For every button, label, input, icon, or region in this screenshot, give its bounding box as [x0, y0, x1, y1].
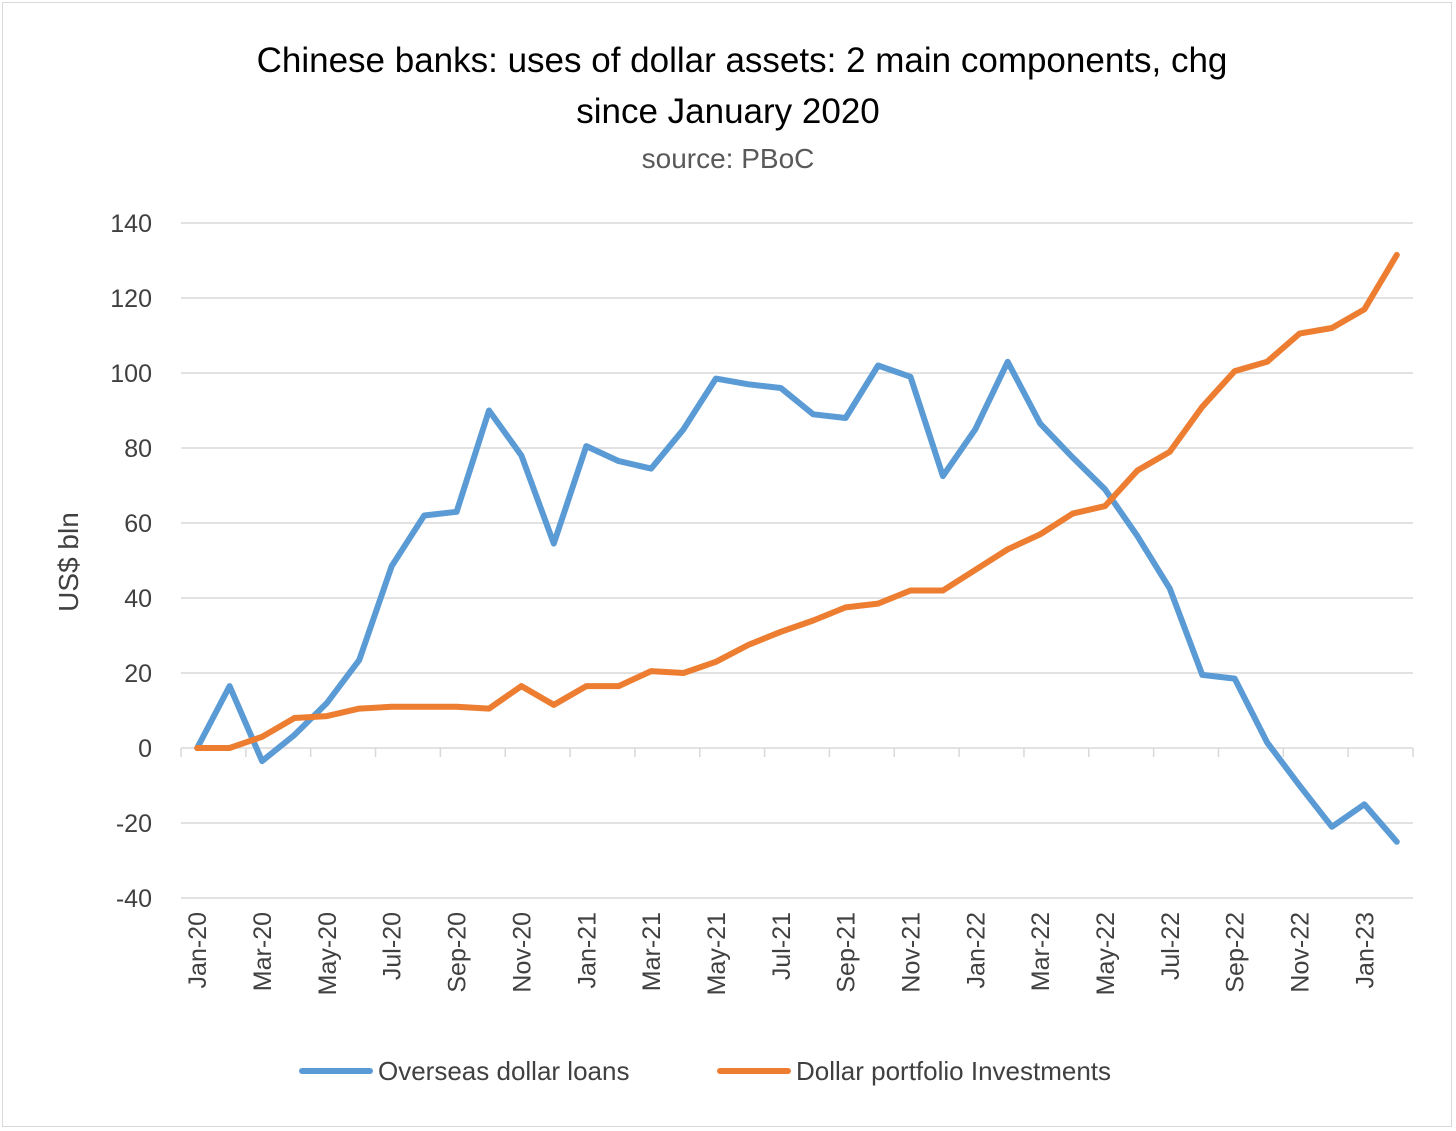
x-axis [180, 747, 1414, 757]
x-tick-label: Sep-21 [833, 912, 861, 993]
legend: Overseas dollar loans Dollar portfolio I… [299, 1056, 1111, 1086]
y-tick-label: 20 [124, 660, 152, 688]
y-tick-label: 80 [124, 435, 152, 463]
y-tick-label: 140 [110, 210, 152, 238]
chart-subtitle: source: PBoC [642, 143, 815, 174]
x-axis-ticks: Jan-20 Mar-20 May-20 Jul-20 Sep-20 Nov-20 Jan-… [184, 912, 1379, 995]
x-tick-label: May-22 [1092, 912, 1120, 995]
y-tick-label: -40 [116, 885, 152, 913]
x-tick-label: Sep-20 [444, 912, 472, 993]
legend-label-portfolio-investments: Dollar portfolio Investments [796, 1056, 1111, 1086]
y-tick-label: 0 [138, 735, 152, 763]
x-tick-label: Mar-22 [1027, 912, 1055, 991]
x-tick-label: May-21 [703, 912, 731, 995]
x-tick-label: Mar-21 [638, 912, 666, 991]
y-tick-label: -20 [116, 810, 152, 838]
chart-title-line2: since January 2020 [576, 92, 880, 131]
y-tick-label: 120 [110, 285, 152, 313]
x-tick-label: Nov-21 [897, 912, 925, 993]
x-tick-label: Nov-20 [508, 912, 536, 993]
y-axis-title: US$ bln [53, 512, 84, 612]
x-tick-label: Nov-22 [1287, 912, 1315, 993]
y-tick-label: 60 [124, 510, 152, 538]
legend-label-overseas-loans: Overseas dollar loans [378, 1056, 629, 1086]
x-tick-label: Jul-22 [1157, 912, 1185, 980]
series-lines [194, 251, 1400, 845]
series-line-portfolio-investments [194, 251, 1400, 751]
y-tick-label: 40 [124, 585, 152, 613]
x-tick-label: Jan-23 [1351, 912, 1379, 988]
series-line-overseas-loans [194, 358, 1400, 845]
x-tick-label: Jul-21 [768, 912, 796, 980]
y-tick-label: 100 [110, 360, 152, 388]
x-tick-label: Sep-22 [1222, 912, 1250, 993]
y-axis-ticks: -40 -20 0 20 40 60 80 100 120 140 [110, 210, 152, 913]
x-tick-label: Jan-21 [573, 912, 601, 988]
x-tick-label: Jul-20 [379, 912, 407, 980]
x-tick-label: Jan-22 [962, 912, 990, 988]
chart-title-line1: Chinese banks: uses of dollar assets: 2 … [257, 41, 1228, 80]
x-tick-label: Mar-20 [249, 912, 277, 991]
x-tick-label: May-20 [314, 912, 342, 995]
x-tick-label: Jan-20 [184, 912, 212, 988]
gridlines [181, 222, 1413, 899]
